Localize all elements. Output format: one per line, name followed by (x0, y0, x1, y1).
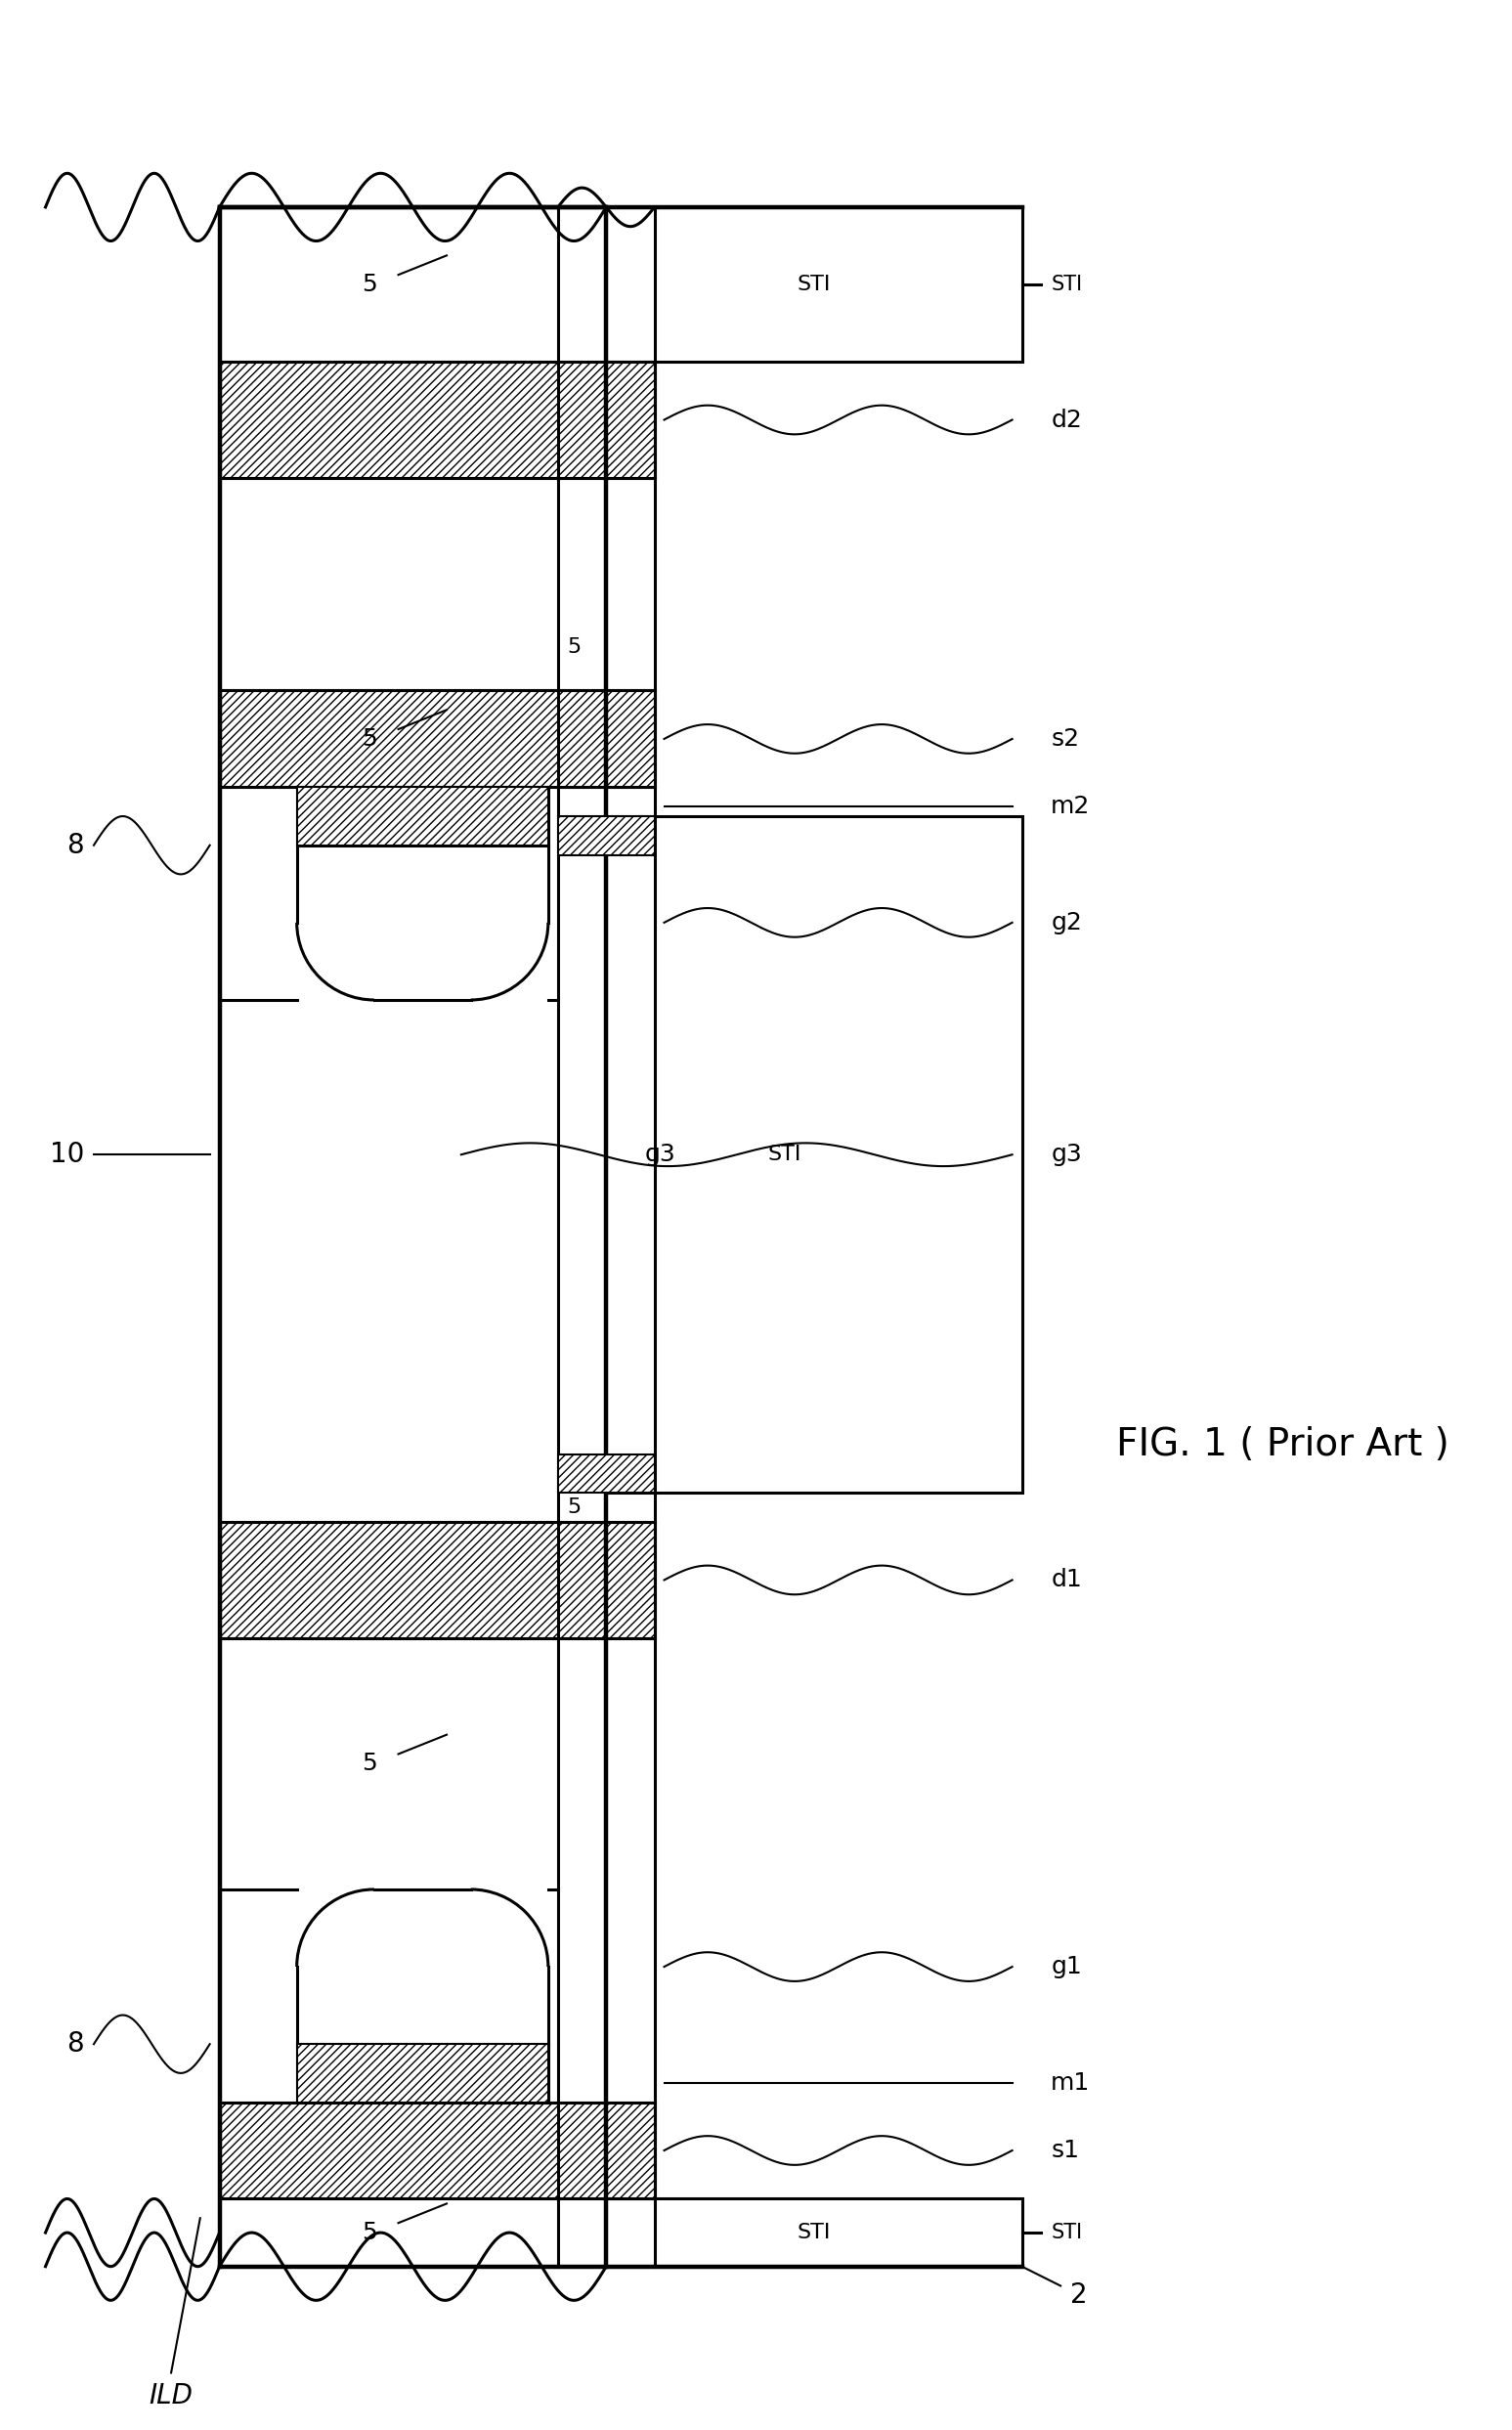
Text: STI: STI (797, 2223, 830, 2243)
Text: m1: m1 (1051, 2070, 1090, 2095)
Bar (606, 207, 1022, 362)
Text: s2: s2 (1051, 727, 1080, 751)
Text: d2: d2 (1051, 408, 1083, 433)
Bar (558, 816, 655, 855)
Bar (219, 1521, 655, 1638)
Text: 2: 2 (1070, 2282, 1087, 2308)
Text: 8: 8 (67, 831, 85, 858)
Text: d1: d1 (1051, 1567, 1083, 1592)
Text: g1: g1 (1051, 1956, 1083, 1978)
Text: g3: g3 (1051, 1142, 1083, 1166)
Bar (606, 816, 1022, 1492)
Text: 5: 5 (361, 727, 376, 751)
Text: m2: m2 (1051, 795, 1090, 819)
Text: ILD: ILD (150, 2381, 194, 2411)
Bar (219, 690, 655, 787)
Text: FIG. 1 ( Prior Art ): FIG. 1 ( Prior Art ) (1116, 1426, 1450, 1463)
Text: STI: STI (1051, 275, 1083, 294)
Bar (296, 2044, 549, 2102)
Text: 8: 8 (67, 2031, 85, 2058)
Text: 5: 5 (567, 637, 582, 656)
Bar (296, 787, 549, 846)
Text: STI: STI (1051, 2223, 1083, 2243)
Text: STI: STI (768, 1145, 801, 1164)
Text: s1: s1 (1051, 2138, 1080, 2163)
Bar (219, 2102, 655, 2199)
Text: STI: STI (797, 275, 830, 294)
Text: g3: g3 (644, 1142, 676, 1166)
Text: 5: 5 (361, 272, 376, 296)
Text: 10: 10 (50, 1142, 85, 1169)
Text: 5: 5 (361, 2221, 376, 2245)
Text: 5: 5 (361, 1752, 376, 1776)
Text: g2: g2 (1051, 911, 1083, 933)
Bar (219, 362, 655, 479)
Text: 5: 5 (567, 1497, 582, 1516)
Bar (606, 2199, 1022, 2267)
Bar (558, 1453, 655, 1492)
